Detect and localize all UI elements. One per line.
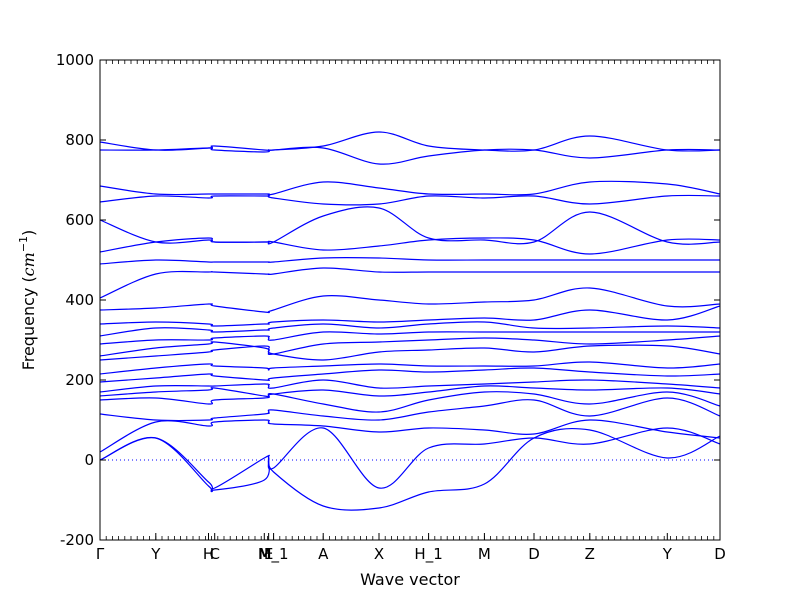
band-line-15 <box>99 287 721 314</box>
y-axis-label-main: Frequency ( <box>19 276 38 370</box>
x-tick-label: A <box>318 545 329 563</box>
band-line-17 <box>99 257 720 265</box>
x-tick-label: M <box>478 545 491 563</box>
band-line-19 <box>99 206 721 245</box>
y-tick-label: 600 <box>65 211 94 229</box>
y-tick-label: 800 <box>65 131 94 149</box>
x-tick-label: H_1 <box>414 545 442 564</box>
band-line-13 <box>99 321 721 337</box>
x-axis-label: Wave vector <box>360 570 460 589</box>
x-tick-label: Z <box>585 545 595 563</box>
x-tick-label: H <box>203 545 214 563</box>
y-axis-ticks: -200 0 200 400 600 800 1000 <box>56 51 720 549</box>
band-line-22 <box>99 146 721 165</box>
band-line-1 <box>99 427 721 511</box>
x-tick-label: M <box>258 545 271 563</box>
band-line-10 <box>99 344 721 361</box>
band-line-16 <box>99 267 720 299</box>
x-tick-label: X <box>374 545 384 563</box>
y-axis-label-unit: cm <box>19 252 38 276</box>
band-line-4 <box>99 397 721 422</box>
band-line-11 <box>99 335 721 357</box>
band-line-9 <box>99 361 721 375</box>
y-axis-label: Frequency (cm−1) <box>17 230 38 371</box>
x-tick-label: Y <box>662 545 673 563</box>
x-tick-label: C <box>209 545 219 563</box>
x-tick-label: M_1 <box>259 545 289 564</box>
band-line-8 <box>99 367 721 383</box>
band-lines <box>99 131 721 511</box>
x-tick-label: E <box>264 545 273 563</box>
y-axis-label-close: ) <box>19 230 38 236</box>
y-tick-label: 400 <box>65 291 94 309</box>
y-tick-label: 0 <box>84 451 94 469</box>
band-line-20 <box>99 194 721 206</box>
y-tick-label: 1000 <box>56 51 94 69</box>
x-tick-label: Γ <box>96 545 105 563</box>
band-line-6 <box>99 385 721 398</box>
band-line-3 <box>99 419 721 453</box>
band-line-14 <box>99 305 721 327</box>
band-line-12 <box>99 331 720 345</box>
band-line-18 <box>99 237 721 255</box>
y-tick-label: -200 <box>60 531 94 549</box>
x-tick-label: Y <box>150 545 161 563</box>
band-line-21 <box>99 180 721 196</box>
y-axis-label-exponent: −1 <box>17 236 30 252</box>
plot-frame <box>99 59 721 541</box>
band-line-2 <box>99 427 721 491</box>
x-tick-label: D <box>714 545 726 563</box>
band-line-7 <box>99 379 721 393</box>
band-line-5 <box>99 391 721 413</box>
y-tick-label: 200 <box>65 371 94 389</box>
band-line-23 <box>99 131 721 152</box>
x-axis-ticks: Γ Y HC MEM_1 A X H_1 M D Z Y D <box>96 60 726 564</box>
x-tick-label: D <box>528 545 540 563</box>
